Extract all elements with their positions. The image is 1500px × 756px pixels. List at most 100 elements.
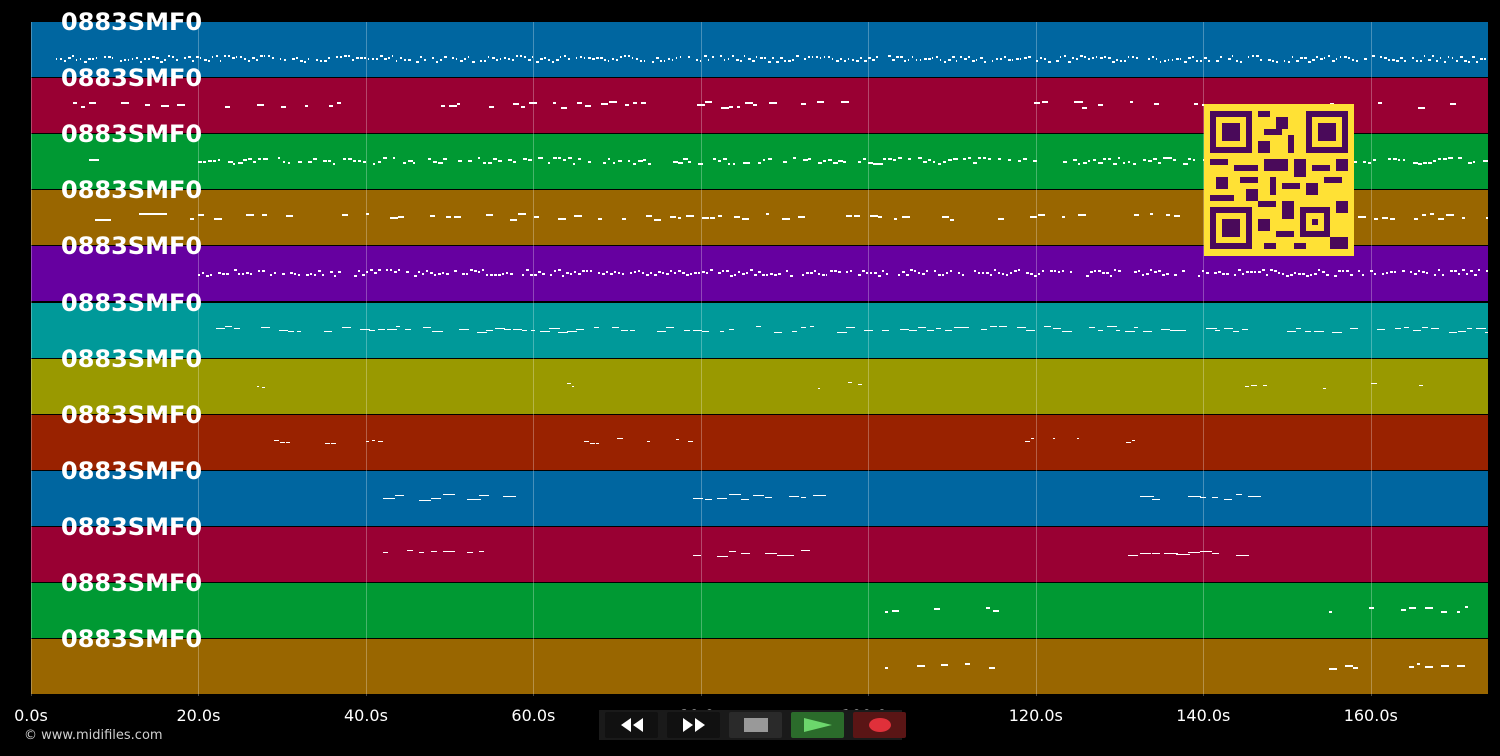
midi-note (948, 159, 953, 161)
stop-button[interactable] (729, 712, 782, 738)
midi-note (1478, 269, 1481, 271)
midi-note (790, 275, 794, 277)
midi-note (1112, 61, 1115, 63)
midi-note (674, 272, 676, 274)
midi-note (1077, 214, 1087, 216)
midi-note (724, 59, 726, 61)
midi-note (440, 59, 442, 61)
play-button[interactable] (791, 712, 844, 738)
midi-note (478, 157, 481, 159)
midi-note (978, 272, 981, 274)
midi-note (354, 275, 357, 277)
midi-note (574, 271, 576, 273)
midi-note (1048, 61, 1051, 63)
midi-note (390, 269, 393, 271)
midi-note (597, 218, 602, 220)
midi-note (768, 61, 771, 63)
midi-note (844, 60, 847, 62)
midi-note (924, 58, 927, 60)
midi-note (1006, 274, 1008, 276)
midi-note (1314, 273, 1317, 275)
midi-note (666, 326, 674, 328)
midi-note (1102, 272, 1105, 274)
midi-note (668, 58, 671, 60)
midi-note (1422, 271, 1426, 273)
midi-note (208, 160, 212, 162)
midi-note (986, 272, 990, 274)
midi-note (877, 216, 882, 218)
track-lane[interactable] (31, 470, 1488, 526)
midi-note (732, 55, 735, 57)
midi-note (448, 105, 457, 107)
midi-note (856, 60, 859, 62)
midi-note (1052, 437, 1055, 440)
midi-note (628, 55, 630, 57)
midi-note (1228, 58, 1231, 60)
midi-note (675, 438, 679, 441)
midi-note (568, 58, 571, 60)
midi-note (1458, 273, 1460, 275)
midi-note (808, 56, 810, 58)
midi-note (288, 330, 294, 332)
midi-note (1445, 214, 1455, 216)
midi-note (304, 105, 308, 107)
midi-note (1413, 329, 1422, 331)
midi-note (1328, 55, 1331, 57)
midi-note (1329, 103, 1334, 105)
midi-note (430, 550, 437, 553)
midi-note (710, 269, 713, 271)
track-lane[interactable] (31, 22, 1488, 77)
midi-note (531, 329, 536, 331)
midi-note (380, 55, 383, 57)
track-lane[interactable] (31, 358, 1488, 414)
midi-note (1393, 158, 1398, 160)
midi-note (168, 55, 170, 57)
midi-note (558, 269, 561, 271)
midi-note (906, 274, 909, 276)
midi-note (764, 57, 766, 59)
midi-note (778, 273, 782, 275)
midi-note (210, 274, 212, 276)
midi-note (846, 326, 855, 328)
grid-line (1370, 22, 1372, 696)
midi-note (512, 103, 520, 105)
midi-note (584, 105, 592, 107)
midi-note (1456, 665, 1465, 667)
midi-note (746, 272, 748, 274)
midi-note (1162, 274, 1166, 276)
track-lane[interactable] (31, 526, 1488, 582)
midi-note (801, 326, 806, 328)
midi-note (1129, 101, 1134, 103)
track-lane[interactable] (31, 639, 1488, 695)
midi-note (306, 274, 309, 276)
track-lane[interactable] (31, 414, 1488, 470)
record-button[interactable] (853, 712, 906, 738)
fast-forward-button[interactable] (667, 712, 720, 738)
midi-note (504, 328, 512, 330)
midi-note (502, 495, 517, 498)
midi-note (297, 330, 301, 332)
midi-note (68, 57, 71, 59)
midi-note (1094, 270, 1096, 272)
midi-note (720, 330, 725, 332)
midi-note (573, 163, 576, 165)
midi-note (366, 271, 369, 273)
midi-note (282, 273, 285, 275)
midi-note (972, 60, 975, 62)
midi-note (1461, 217, 1466, 219)
midi-note (780, 57, 783, 59)
midi-note (156, 57, 159, 59)
midi-note (953, 158, 958, 160)
track-lane[interactable] (31, 583, 1488, 638)
midi-note (1182, 270, 1186, 272)
midi-note (1017, 326, 1027, 328)
midi-note (1193, 159, 1196, 161)
midi-note (360, 328, 371, 330)
midi-note (1437, 218, 1445, 220)
midi-note (314, 274, 316, 276)
midi-note (1318, 269, 1320, 271)
midi-note (1357, 216, 1366, 218)
rewind-button[interactable] (605, 712, 658, 738)
track-lane[interactable] (31, 302, 1488, 358)
midi-note (685, 215, 695, 217)
